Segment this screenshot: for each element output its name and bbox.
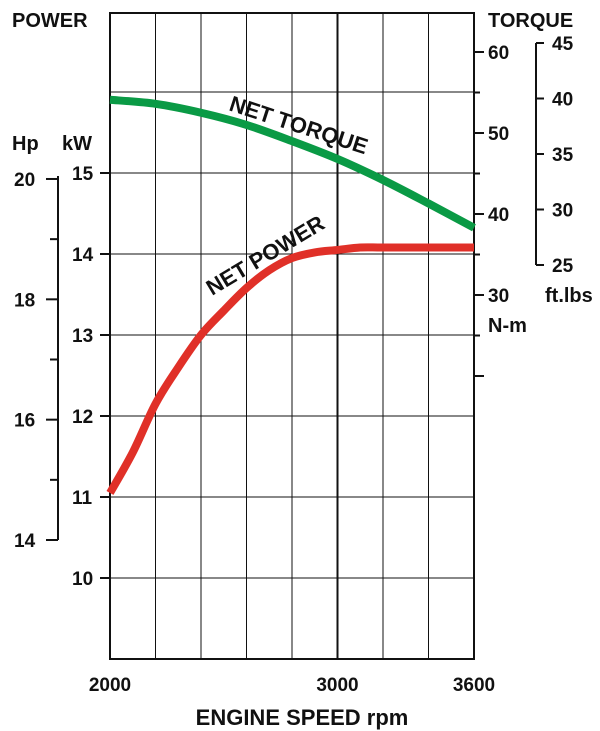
ftlbs-tick-label: 35 — [552, 145, 574, 166]
hp-tick-label: 16 — [14, 411, 35, 432]
labels: 10 11 12 13 14 15 14 16 18 20 30 40 50 60 25 30 35 40 45 20… — [12, 10, 593, 730]
curves — [106, 95, 476, 495]
axes — [46, 12, 544, 660]
nm-tick-label: 60 — [488, 43, 509, 64]
grid — [110, 13, 474, 659]
ftlbs-tick-label: 25 — [552, 256, 574, 277]
kw-tick-label: 15 — [72, 164, 94, 185]
kw-tick-label: 14 — [72, 245, 94, 266]
power-axis-title: POWER — [12, 10, 88, 32]
hp-tick-label: 18 — [14, 290, 35, 311]
nm-tick-label: 30 — [488, 286, 509, 307]
kw-tick-label: 12 — [72, 407, 93, 428]
kw-unit-label: kW — [62, 133, 92, 155]
ftlbs-unit-label: ft.lbs — [545, 285, 593, 307]
hp-unit-label: Hp — [12, 133, 39, 155]
nm-tick-label: 50 — [488, 124, 509, 145]
ftlbs-tick-label: 45 — [552, 34, 574, 55]
x-tick-label: 2000 — [89, 675, 131, 696]
x-tick-label: 3600 — [453, 675, 495, 696]
x-axis-title: ENGINE SPEED rpm — [196, 705, 409, 730]
x-tick-label: 3000 — [316, 675, 358, 696]
hp-tick-label: 20 — [14, 170, 35, 191]
nm-tick-label: 40 — [488, 205, 509, 226]
hp-tick-label: 14 — [14, 531, 36, 552]
kw-tick-label: 11 — [72, 488, 93, 509]
net-power-line — [106, 243, 474, 495]
nm-unit-label: N-m — [488, 315, 527, 337]
ftlbs-tick-label: 30 — [552, 201, 573, 222]
kw-tick-label: 13 — [72, 326, 93, 347]
kw-tick-label: 10 — [72, 569, 93, 590]
ftlbs-tick-label: 40 — [552, 90, 573, 111]
torque-axis-title: TORQUE — [488, 10, 573, 32]
net-torque-line — [109, 95, 476, 232]
